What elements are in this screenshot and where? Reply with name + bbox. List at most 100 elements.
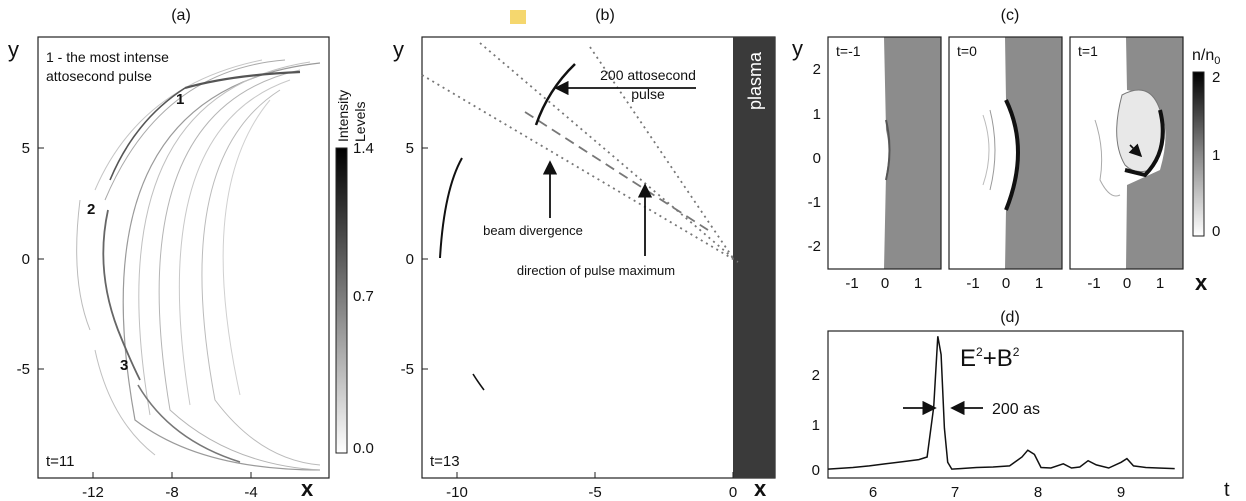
panel-d-y-ticks: 2 1 0: [812, 367, 820, 479]
formula-label: E2+B2: [960, 345, 1020, 372]
colorbar-a-gradient: [335, 147, 348, 454]
colorbar-c-tick: 2: [1212, 69, 1220, 86]
panel-d-x-tick: 7: [951, 484, 959, 501]
panel-a-x-axis-label: x: [301, 476, 314, 501]
panel-b-x-axis-label: x: [754, 476, 767, 501]
subpanel-time: t=0: [957, 43, 977, 59]
panel-a-note-line1: 1 - the most intense: [46, 49, 169, 65]
colorbar-c-title: n/n0: [1192, 47, 1220, 67]
panel-d-x-ticks: 6 7 8 9: [869, 484, 1125, 501]
panel-a-x-tick: -8: [165, 484, 178, 501]
secondary-pulse-arc: [439, 157, 463, 259]
subpanel-c3: t=1: [1069, 36, 1184, 270]
panel-d-x-tick: 6: [869, 484, 877, 501]
panel-a-y-tick: -5: [17, 361, 30, 378]
colorbar-a-tick: 0.7: [353, 288, 374, 305]
panel-a-x-tick: -12: [82, 484, 104, 501]
panel-c-y-tick: 2: [813, 61, 821, 78]
colorbar-title-line2: Levels: [352, 102, 368, 142]
panel-b-x-tick: 0: [729, 484, 737, 501]
panel-c-x-tick: 1: [914, 275, 922, 292]
panel-c-y-axis-label: y: [792, 36, 803, 61]
panel-c-x-tick: 0: [881, 275, 889, 292]
panel-a-label: (a): [171, 7, 191, 24]
panel-a-y-axis-label: y: [8, 37, 19, 62]
panel-a: (a) y x 1 - the most intense attosecond …: [8, 7, 374, 501]
panel-a-x-tick: -4: [244, 484, 257, 501]
panel-a-y-tick: 0: [22, 251, 30, 268]
panel-c-y-tick: 0: [813, 150, 821, 167]
colorbar-a-tick: 0.0: [353, 440, 374, 457]
width-label: 200 as: [992, 401, 1040, 418]
panel-d-y-tick: 0: [812, 462, 820, 479]
divergence-label: beam divergence: [483, 223, 583, 238]
panel-c-x-tick: 0: [1002, 275, 1010, 292]
plasma-region: [733, 37, 775, 478]
panel-c-x-tick: 1: [1035, 275, 1043, 292]
panel-c-y-ticks: 2 1 0 -1 -2: [808, 61, 821, 255]
colorbar-a-tick: 1.4: [353, 140, 374, 157]
panel-a-note-line2: attosecond pulse: [46, 68, 152, 84]
panel-c-y-tick: 1: [813, 106, 821, 123]
panel-b-marker: [510, 10, 526, 24]
panel-a-x-ticks: -12 -8 -4: [82, 472, 258, 501]
panel-c: (c) y x t=-1 t=0: [792, 7, 1220, 295]
panel-c-x-tick: 0: [1123, 275, 1131, 292]
panel-c-x-tick: 1: [1156, 275, 1164, 292]
panel-c-x-axis-label: x: [1195, 270, 1208, 295]
colorbar-title-line1: Intensity: [335, 90, 351, 142]
panel-b-y-tick: -5: [401, 361, 414, 378]
pulse-1-arc: [184, 70, 301, 90]
panel-c-x-tick: -1: [845, 275, 858, 292]
plasma-label: plasma: [745, 51, 765, 110]
panel-a-y-ticks: 5 0 -5: [17, 140, 44, 378]
panel-a-y-tick: 5: [22, 140, 30, 157]
panel-b-y-tick: 5: [406, 140, 414, 157]
panel-c-y-tick: -1: [808, 194, 821, 211]
panel-d: (d) t 2 1 0 6 7 8 9 E2+B2 200 as: [812, 309, 1230, 501]
colorbar-c-gradient: [1192, 71, 1205, 237]
e2b2-series-line: [827, 336, 1175, 470]
panel-d-x-tick: 9: [1117, 484, 1125, 501]
pulse-label-2: 2: [87, 201, 95, 218]
pulse-label-1: 1: [176, 91, 184, 108]
panel-b-time: t=13: [430, 453, 460, 470]
panel-b-x-ticks: -10 -5 0: [446, 472, 737, 501]
panel-c-x-tick: -1: [966, 275, 979, 292]
panel-b-y-tick: 0: [406, 251, 414, 268]
panel-d-frame: [827, 330, 1184, 479]
panel-a-arcs: [76, 59, 321, 471]
panel-c-label: (c): [1001, 7, 1020, 24]
subpanel-c1: t=-1: [827, 36, 942, 270]
panel-b-rays: [421, 42, 739, 263]
panel-b-x-tick: -5: [588, 484, 601, 501]
pulse-label-line1: 200 attosecond: [600, 67, 696, 83]
panel-a-colorbar: Intensity Levels 1.4 0.7 0.0: [335, 90, 374, 457]
panel-c-x-ticks: -1 0 1 -1 0 1 -1 0 1: [845, 275, 1164, 292]
panel-c-colorbar: n/n0 2 1 0: [1192, 47, 1220, 240]
subpanel-time: t=-1: [836, 43, 861, 59]
panel-b-x-tick: -10: [446, 484, 468, 501]
pulse-maximum-direction: [524, 111, 709, 231]
colorbar-c-tick: 1: [1212, 147, 1220, 164]
panel-d-y-tick: 1: [812, 417, 820, 434]
subpanel-c2: t=0: [948, 36, 1063, 270]
panel-b-label: (b): [595, 7, 615, 24]
panel-d-x-axis-label: t: [1224, 479, 1230, 501]
panel-a-time: t=11: [46, 453, 75, 470]
pulse-2-arc: [102, 209, 141, 381]
panel-d-y-tick: 2: [812, 367, 820, 384]
pulse-3-arc: [137, 384, 241, 463]
panel-b-y-axis-label: y: [393, 37, 404, 62]
pulse-label-line2: pulse: [631, 86, 665, 102]
panel-b-y-ticks: 5 0 -5: [401, 140, 428, 378]
pulse-label-3: 3: [120, 357, 128, 374]
attosecond-pulse-arc: [534, 63, 576, 126]
panel-d-label: (d): [1000, 309, 1020, 326]
direction-label: direction of pulse maximum: [517, 263, 675, 278]
subpanel-time: t=1: [1078, 43, 1098, 59]
panel-c-y-tick: -2: [808, 238, 821, 255]
panel-b-frame: [421, 36, 776, 479]
panel-c-x-tick: -1: [1087, 275, 1100, 292]
